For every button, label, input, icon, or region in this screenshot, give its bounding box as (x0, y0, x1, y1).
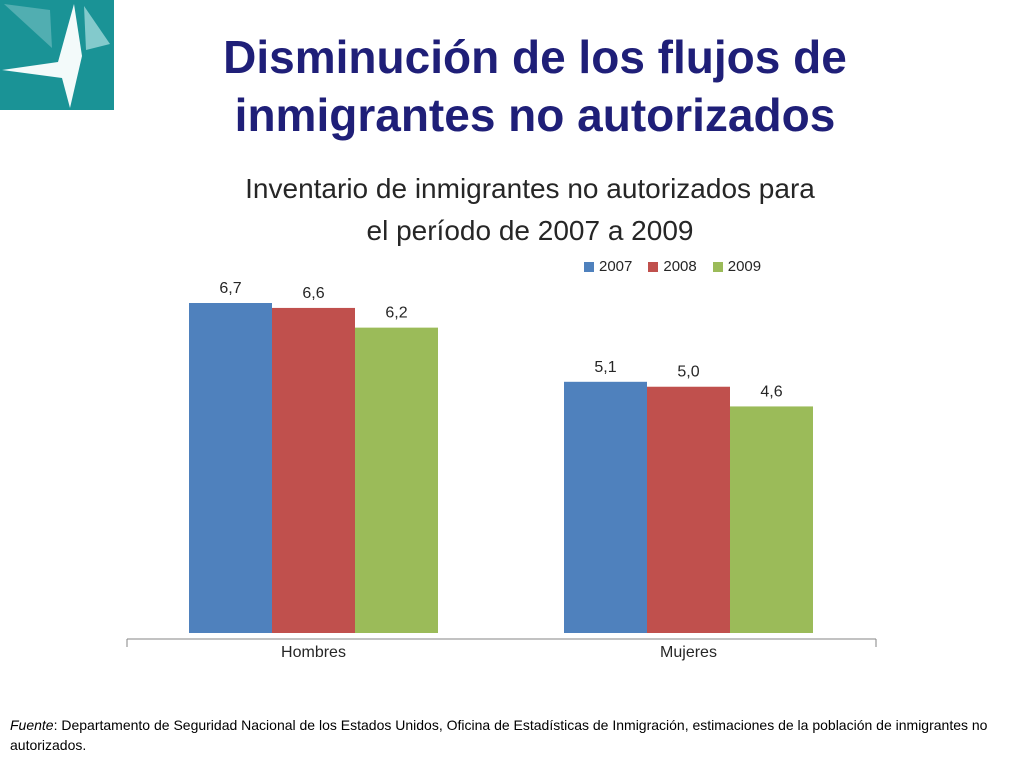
legend-item-2009: 2009 (712, 258, 762, 275)
data-label-mujeres-2007: 5,1 (594, 359, 616, 376)
chart-legend: 2007 2008 2009 (584, 258, 761, 275)
page-title-line1: Disminución de los flujos de (223, 31, 847, 83)
chart-title-line2: el período de 2007 a 2009 (366, 215, 694, 246)
legend-label-2009: 2009 (727, 258, 762, 275)
footnote-text: : Departamento de Seguridad Nacional de … (10, 717, 988, 753)
bar-mujeres-2009 (730, 406, 813, 633)
data-label-hombres-2008: 6,6 (302, 285, 324, 302)
legend-swatch-2008 (648, 261, 659, 272)
bar-hombres-2008 (272, 307, 355, 633)
data-label-mujeres-2008: 5,0 (677, 364, 699, 381)
data-label-hombres-2007: 6,7 (219, 280, 241, 297)
page-title-line2: inmigrantes no autorizados (234, 89, 836, 141)
legend-swatch-2007 (584, 261, 594, 272)
legend-label-2008: 2008 (663, 258, 697, 275)
category-label-hombres: Hombres (281, 644, 346, 661)
bar-mujeres-2007 (564, 381, 647, 633)
data-label-mujeres-2009: 4,6 (760, 383, 782, 400)
legend-label-2007: 2007 (599, 258, 633, 275)
bar-hombres-2007 (189, 303, 272, 633)
category-label-mujeres: Mujeres (660, 644, 717, 661)
legend-item-2008: 2008 (648, 258, 697, 275)
chart-title: Inventario de inmigrantes no autorizados… (150, 168, 910, 252)
bar-mujeres-2008 (647, 386, 730, 633)
chart-title-line1: Inventario de inmigrantes no autorizados… (245, 173, 815, 204)
bar-hombres-2009 (355, 327, 438, 633)
legend-item-2007: 2007 (584, 258, 632, 275)
footnote-label: Fuente (10, 717, 54, 733)
legend-swatch-2009 (712, 261, 723, 272)
compass-star-logo-icon (0, 0, 114, 110)
page-title: Disminución de los flujos de inmigrantes… (130, 28, 940, 144)
data-label-hombres-2009: 6,2 (385, 305, 407, 322)
source-footnote: Fuente: Departamento de Seguridad Nacion… (10, 715, 1010, 755)
